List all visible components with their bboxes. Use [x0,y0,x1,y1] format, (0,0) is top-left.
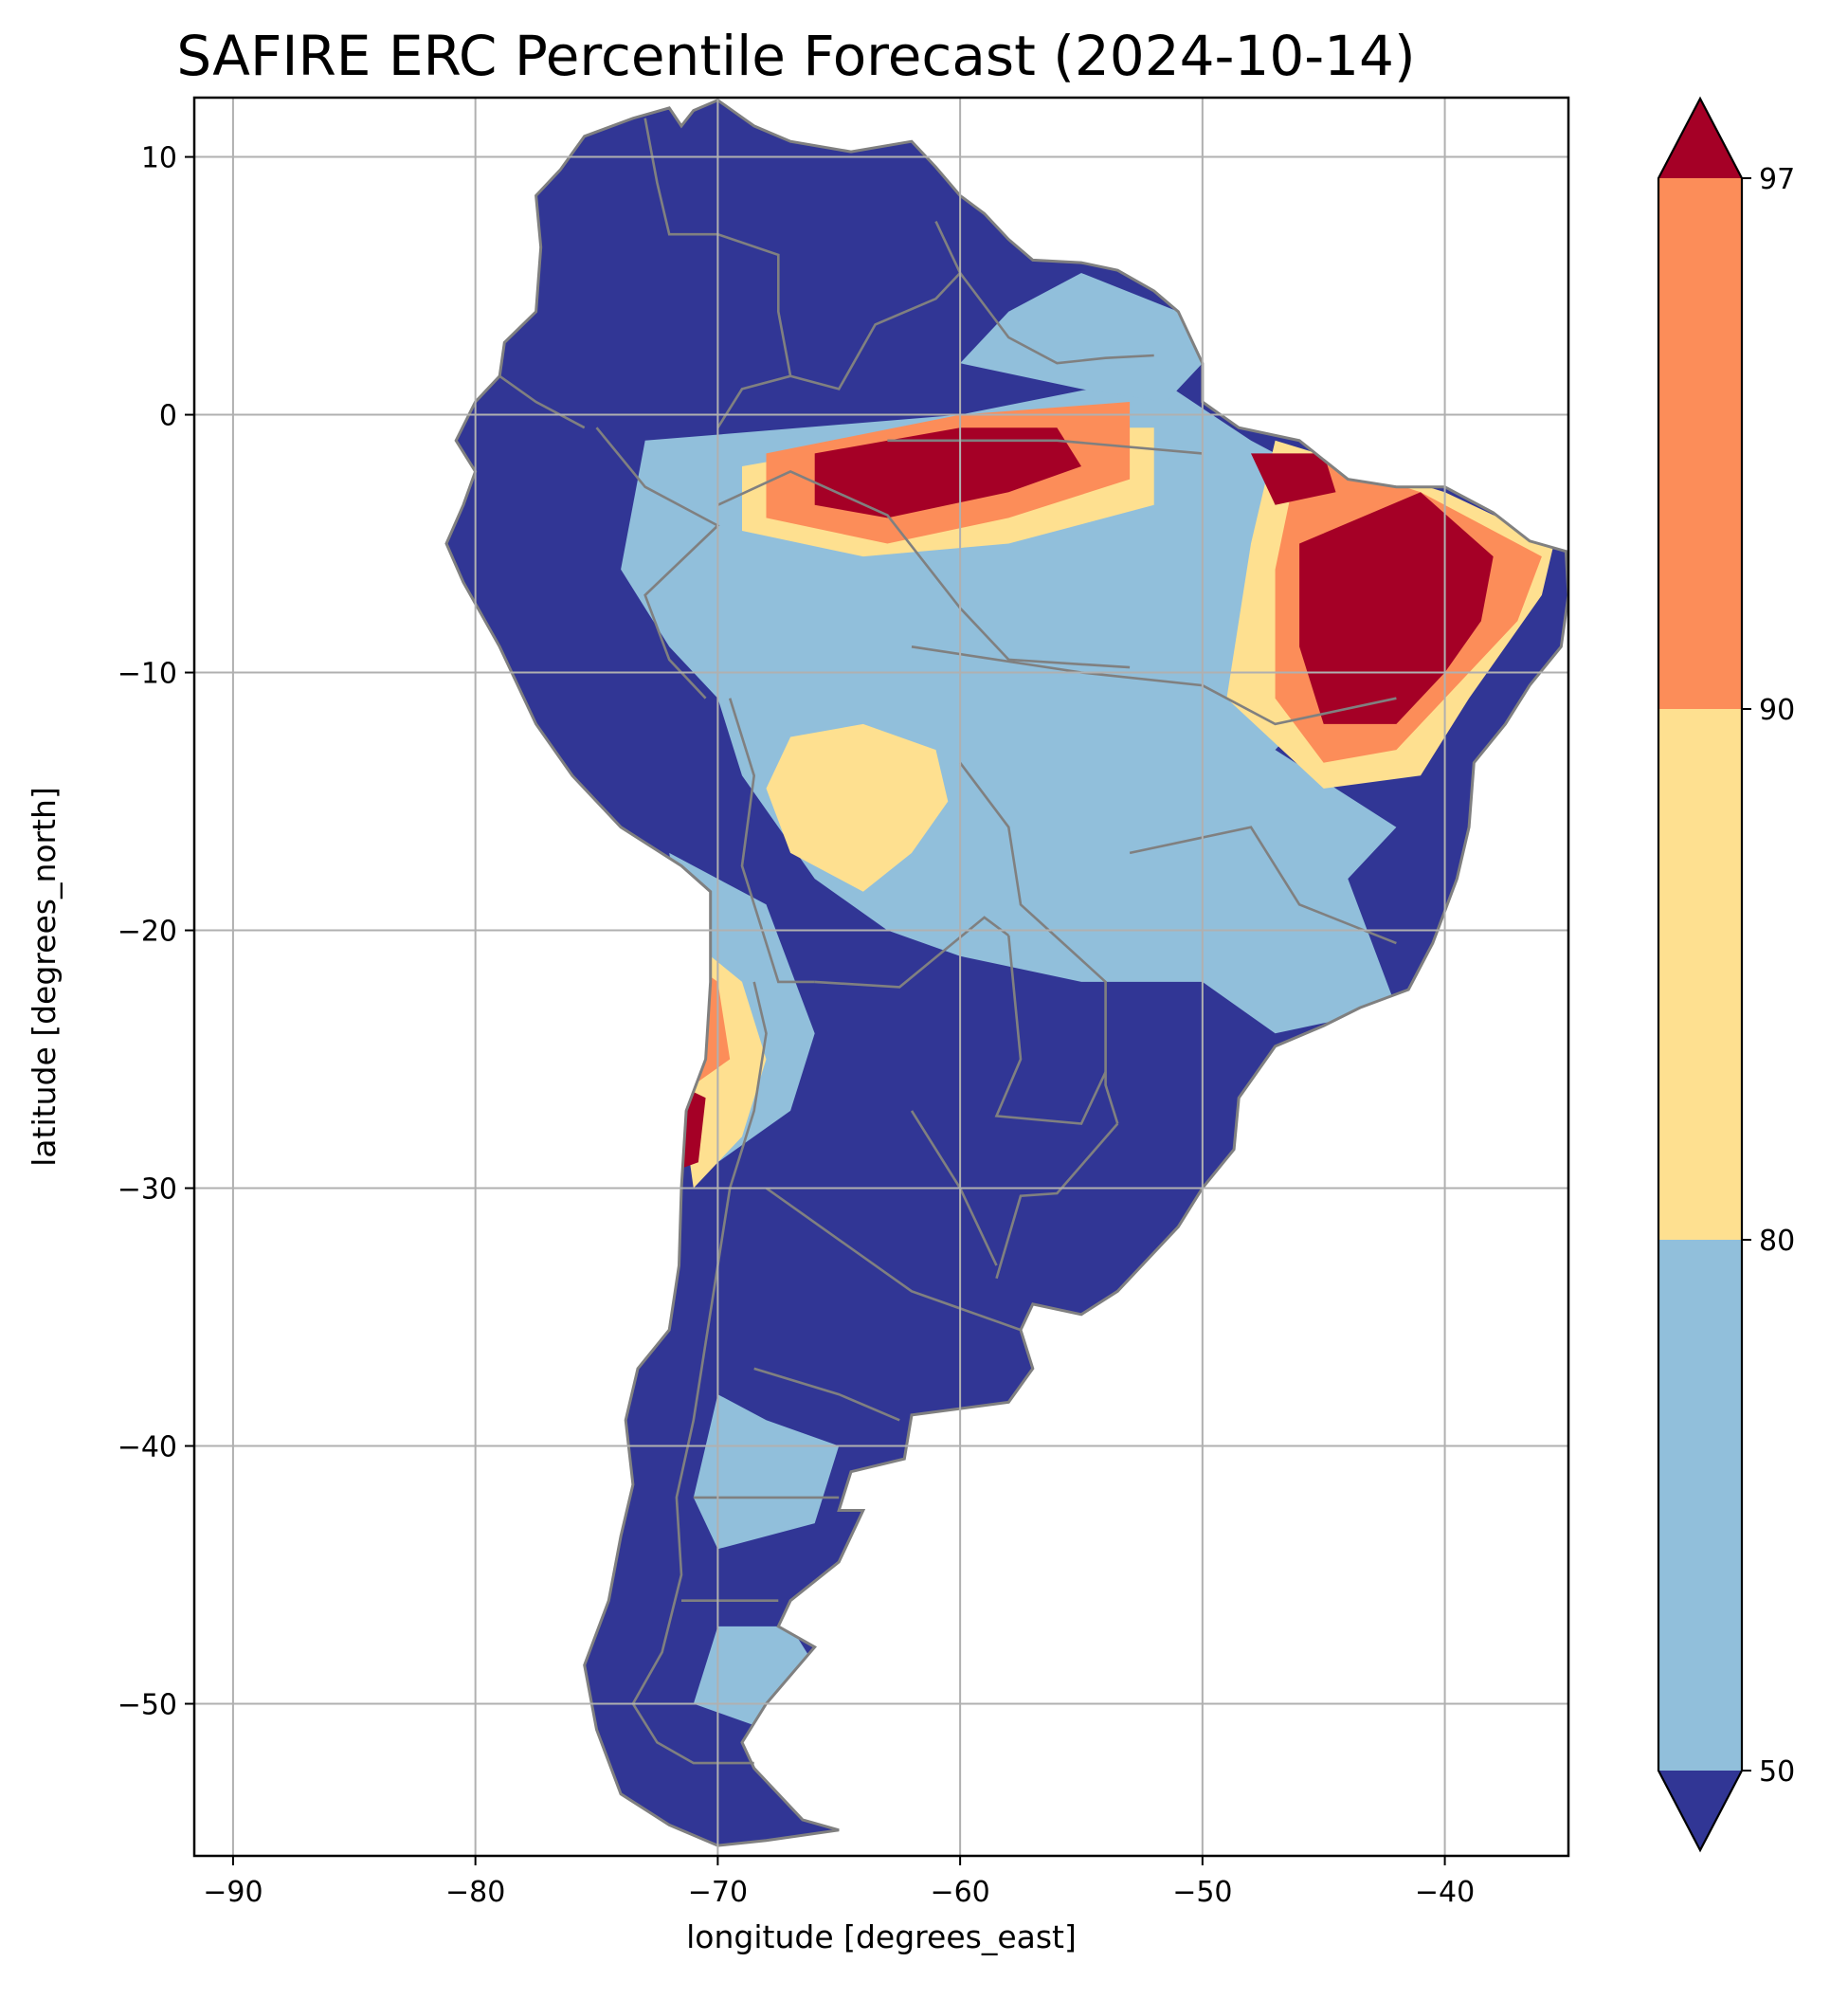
y-tick-label: 0 [159,400,177,433]
land-layer [446,100,1568,1846]
colorbar-extend-min [1658,1771,1742,1850]
border-line-17 [753,1367,900,1422]
region-patagonia-50-80 [693,1394,840,1550]
region-chaco-80-90 [766,723,949,892]
x-tick-label: −40 [1415,1876,1475,1909]
colorbar-extend-max [1658,99,1742,178]
x-axis-label: longitude [degrees_east] [686,1918,1077,1955]
border-line-3 [814,916,1010,989]
border-line-12 [887,439,1203,455]
border-line-0 [716,469,1131,669]
land-fill-group [446,100,1568,1846]
gridlines [194,98,1568,1856]
border-line-14 [1129,826,1397,945]
coastline [444,98,1568,1847]
x-tick-label: −90 [203,1876,263,1909]
border-line-4 [994,935,1107,1125]
colorbar-segment-50-80 [1658,1240,1742,1771]
y-tick-label: −40 [118,1431,177,1464]
border-line-8 [498,374,586,429]
y-ticks: 10 0 −10 −20 −30 −40 −50 [118,142,194,1722]
x-tick-label: −60 [930,1876,989,1909]
border-line-2 [728,698,815,984]
border-line-6 [631,981,768,1765]
y-tick-label: 10 [141,142,177,175]
border-line-9 [643,118,792,428]
colorbar-segment-90-97 [1658,178,1742,709]
colorbar: 50 80 90 97 [1657,96,1795,1853]
y-axis-label: latitude [degrees_north] [26,787,63,1167]
border-line-7 [595,427,720,700]
border-line-10 [789,221,962,391]
region-amazon-50-80-north [960,273,1203,402]
x-ticks: −90 −80 −70 −60 −50 −40 [203,1856,1475,1909]
colorbar-tick-label: 97 [1759,163,1795,196]
colorbar-segment-80-90 [1658,709,1742,1240]
region-maranhao-97plus [1251,453,1336,505]
colorbar-tick-label: 90 [1759,694,1795,727]
axes-frame [192,96,1570,1858]
border-line-1 [959,761,1119,1124]
x-tick-label: −70 [688,1876,748,1909]
y-tick-label: −20 [118,916,177,949]
x-tick-label: −80 [445,1876,505,1909]
x-tick-label: −50 [1172,1876,1232,1909]
y-tick-label: −10 [118,658,177,691]
region-amazon-97plus [814,427,1081,518]
chart-title: SAFIRE ERC Percentile Forecast (2024-10-… [176,24,1416,88]
colorbar-tick-label: 50 [1759,1755,1795,1789]
y-tick-label: −50 [118,1689,177,1722]
border-line-16 [765,1187,1022,1332]
border-line-5 [995,1122,1119,1280]
y-tick-label: −30 [118,1173,177,1207]
colorbar-tick-label: 80 [1759,1225,1795,1258]
border-line-11 [959,272,1154,365]
